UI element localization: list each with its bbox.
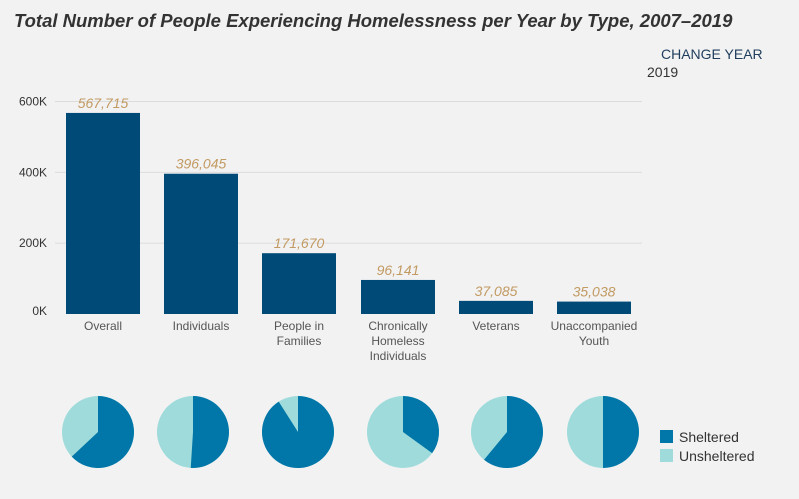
- x-tick-label: Individuals: [173, 319, 230, 333]
- value-label: 35,038: [573, 284, 616, 300]
- x-tick-label: Families: [277, 334, 322, 348]
- x-tick-label: People in: [274, 319, 324, 333]
- selected-year[interactable]: 2019: [647, 64, 679, 80]
- bar-0: [66, 112, 140, 315]
- legend-label: Unsheltered: [679, 447, 755, 464]
- x-tick-label: Individuals: [370, 349, 427, 363]
- legend-label: Sheltered: [679, 428, 739, 445]
- bar-2: [262, 253, 336, 314]
- x-tick-label: Chronically: [368, 319, 427, 333]
- bar-5: [557, 301, 631, 314]
- bar-4: [459, 300, 533, 314]
- legend-item-unsheltered: Unsheltered: [660, 446, 755, 465]
- y-tick-label: 0K: [32, 304, 47, 318]
- pie-sheltered-1: [190, 396, 229, 468]
- x-tick-label: Homeless: [371, 334, 424, 348]
- change-year-button[interactable]: CHANGE YEAR: [661, 46, 763, 62]
- legend-item-sheltered: Sheltered: [660, 427, 755, 446]
- y-tick-label: 600K: [19, 95, 47, 109]
- pie-sheltered-4: [484, 396, 544, 468]
- value-label: 37,085: [475, 283, 518, 299]
- x-tick-label: Overall: [84, 319, 122, 333]
- x-tick-label: Veterans: [472, 319, 519, 333]
- y-tick-label: 200K: [19, 236, 47, 250]
- bar-1: [164, 173, 238, 314]
- bar-3: [361, 279, 435, 314]
- pie-sheltered-0: [71, 396, 134, 469]
- value-label: 96,141: [377, 262, 420, 278]
- value-label: 171,670: [274, 235, 325, 251]
- value-label: 396,045: [176, 156, 227, 172]
- value-label: 567,715: [78, 95, 129, 111]
- legend-swatch-sheltered: [660, 430, 673, 443]
- pie-sheltered-3: [403, 396, 439, 454]
- legend-swatch-unsheltered: [660, 449, 673, 462]
- x-tick-label: Youth: [579, 334, 609, 348]
- chart-title: Total Number of People Experiencing Home…: [14, 10, 733, 31]
- pie-sheltered-2: [262, 396, 335, 468]
- pie-sheltered-5: [603, 396, 639, 468]
- x-tick-label: Unaccompanied: [551, 319, 638, 333]
- y-tick-label: 400K: [19, 165, 47, 179]
- legend: Sheltered Unsheltered: [660, 427, 755, 465]
